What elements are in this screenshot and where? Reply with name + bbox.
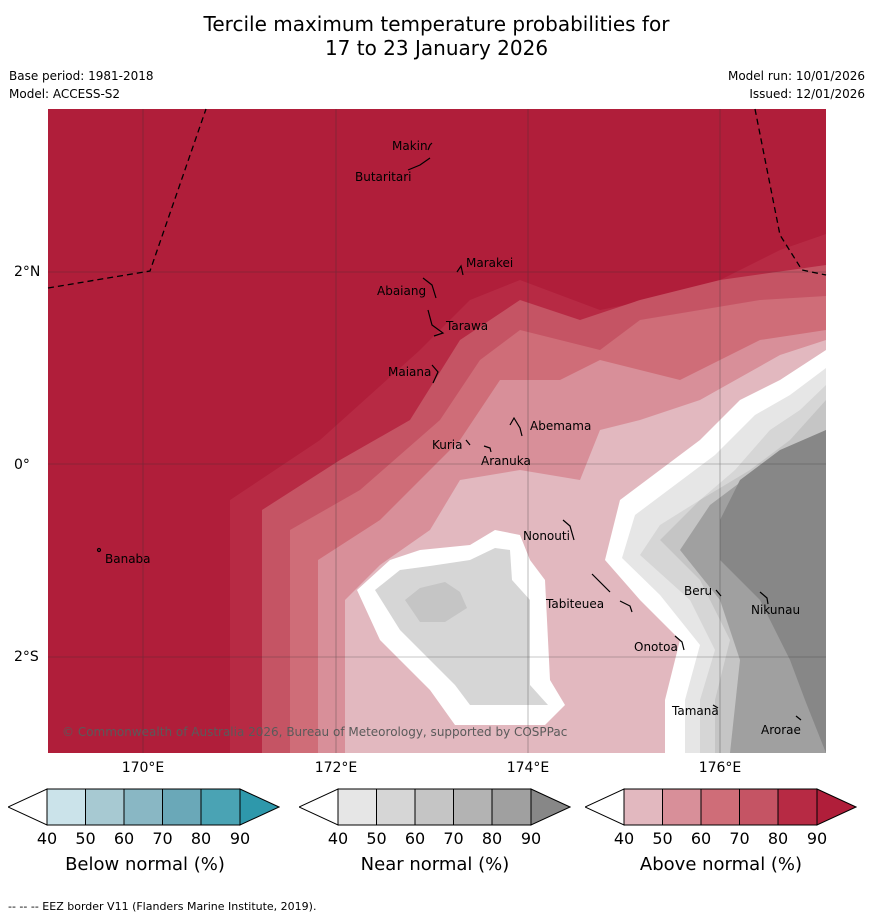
cbar-below-70 <box>162 789 201 825</box>
label-makin: Makin <box>392 139 428 153</box>
cbar-below-60 <box>124 789 163 825</box>
map-title: Tercile maximum temperature probabilitie… <box>0 12 873 60</box>
meta-left: Base period: 1981-2018 Model: ACCESS-S2 <box>9 67 154 103</box>
cbar-near-80 <box>492 789 531 825</box>
cbar-above-low <box>585 788 625 826</box>
tick: 50 <box>75 829 96 848</box>
place-labels: Makin Butaritari Marakei Abaiang Tarawa … <box>105 139 801 737</box>
label-beru: Beru <box>684 584 712 598</box>
tick: 70 <box>152 829 173 848</box>
title-line-1: Tercile maximum temperature probabilitie… <box>203 12 670 36</box>
cbar-near-60 <box>415 789 454 825</box>
label-banaba: Banaba <box>105 552 151 566</box>
label-aranuka: Aranuka <box>481 454 531 468</box>
cbar-near-title: Near normal (%) <box>360 854 510 875</box>
cbar-below-80 <box>201 789 240 825</box>
colorbar-below-normal <box>8 788 280 826</box>
label-tabiteuea: Tabiteuea <box>545 597 604 611</box>
tick: 90 <box>806 829 828 848</box>
cbar-above-80 <box>778 789 817 825</box>
cbar-below-low <box>8 788 48 826</box>
tick: 40 <box>613 829 635 848</box>
grid-lines <box>48 109 826 753</box>
cbar-above-high <box>816 788 857 826</box>
tick: 70 <box>729 829 750 848</box>
cbar-above-title: Above normal (%) <box>639 854 803 875</box>
lat-label-2n: 2°N <box>14 264 41 280</box>
issued-date: Issued: 12/01/2026 <box>749 87 865 101</box>
tick: 80 <box>190 829 212 848</box>
lon-label-172e: 172°E <box>314 760 358 776</box>
tick: 50 <box>366 829 387 848</box>
label-tarawa: Tarawa <box>445 319 488 333</box>
meta-right: Model run: 10/01/2026 Issued: 12/01/2026 <box>728 67 865 103</box>
cbar-above-60 <box>701 789 740 825</box>
cbar-above-50 <box>662 789 701 825</box>
label-abaiang: Abaiang <box>377 284 426 298</box>
label-nikunau: Nikunau <box>751 603 800 617</box>
base-period: Base period: 1981-2018 <box>9 69 154 83</box>
tick: 50 <box>652 829 673 848</box>
lat-label-0: 0° <box>14 457 30 473</box>
tick: 60 <box>113 829 135 848</box>
cbar-near-high <box>530 788 571 826</box>
label-arorae: Arorae <box>761 723 801 737</box>
eez-borders <box>47 108 827 289</box>
label-kuria: Kuria <box>432 438 463 452</box>
tick: 80 <box>481 829 503 848</box>
lon-label-176e: 176°E <box>698 760 742 776</box>
label-marakei: Marakei <box>466 256 513 270</box>
tick: 40 <box>36 829 58 848</box>
tick: 90 <box>520 829 542 848</box>
tick: 90 <box>229 829 251 848</box>
label-maiana: Maiana <box>388 365 431 379</box>
copyright-notice: © Commonwealth of Australia 2026, Bureau… <box>62 725 567 739</box>
cbar-near-50 <box>376 789 415 825</box>
title-line-2: 17 to 23 January 2026 <box>324 36 549 60</box>
colorbar-near-normal <box>299 788 571 826</box>
model-name: Model: ACCESS-S2 <box>9 87 121 101</box>
lon-label-174e: 174°E <box>506 760 550 776</box>
tick: 80 <box>767 829 789 848</box>
near-normal-40-west <box>375 548 548 705</box>
label-butaritari: Butaritari <box>355 170 412 184</box>
cbar-near-low <box>299 788 339 826</box>
tick: 40 <box>327 829 349 848</box>
island-outlines <box>96 142 802 721</box>
label-onotoa: Onotoa <box>634 640 678 654</box>
model-run: Model run: 10/01/2026 <box>727 69 865 83</box>
cbar-above-40 <box>624 789 663 825</box>
cbar-near-40 <box>338 789 377 825</box>
tick: 60 <box>690 829 712 848</box>
label-tamana: Tamana <box>671 704 719 718</box>
colorbar-above-normal <box>585 788 857 826</box>
tick: 60 <box>404 829 426 848</box>
label-nonouti: Nonouti <box>523 529 570 543</box>
near-normal-50-west <box>405 582 467 622</box>
cbar-below-50 <box>85 789 124 825</box>
cbar-near-70 <box>453 789 492 825</box>
cbar-below-title: Below normal (%) <box>65 854 225 875</box>
label-abemama: Abemama <box>530 419 591 433</box>
lat-label-2s: 2°S <box>14 649 39 665</box>
cbar-below-high <box>239 788 280 826</box>
lon-label-170e: 170°E <box>121 760 165 776</box>
eez-footer-note: -- -- -- EEZ border V11 (Flanders Marine… <box>8 900 317 913</box>
tick: 70 <box>443 829 464 848</box>
probability-map: Makin Butaritari Marakei Abaiang Tarawa … <box>47 108 827 753</box>
cbar-below-40 <box>47 789 86 825</box>
near-normal-80-east <box>720 430 826 753</box>
cbar-above-70 <box>739 789 778 825</box>
